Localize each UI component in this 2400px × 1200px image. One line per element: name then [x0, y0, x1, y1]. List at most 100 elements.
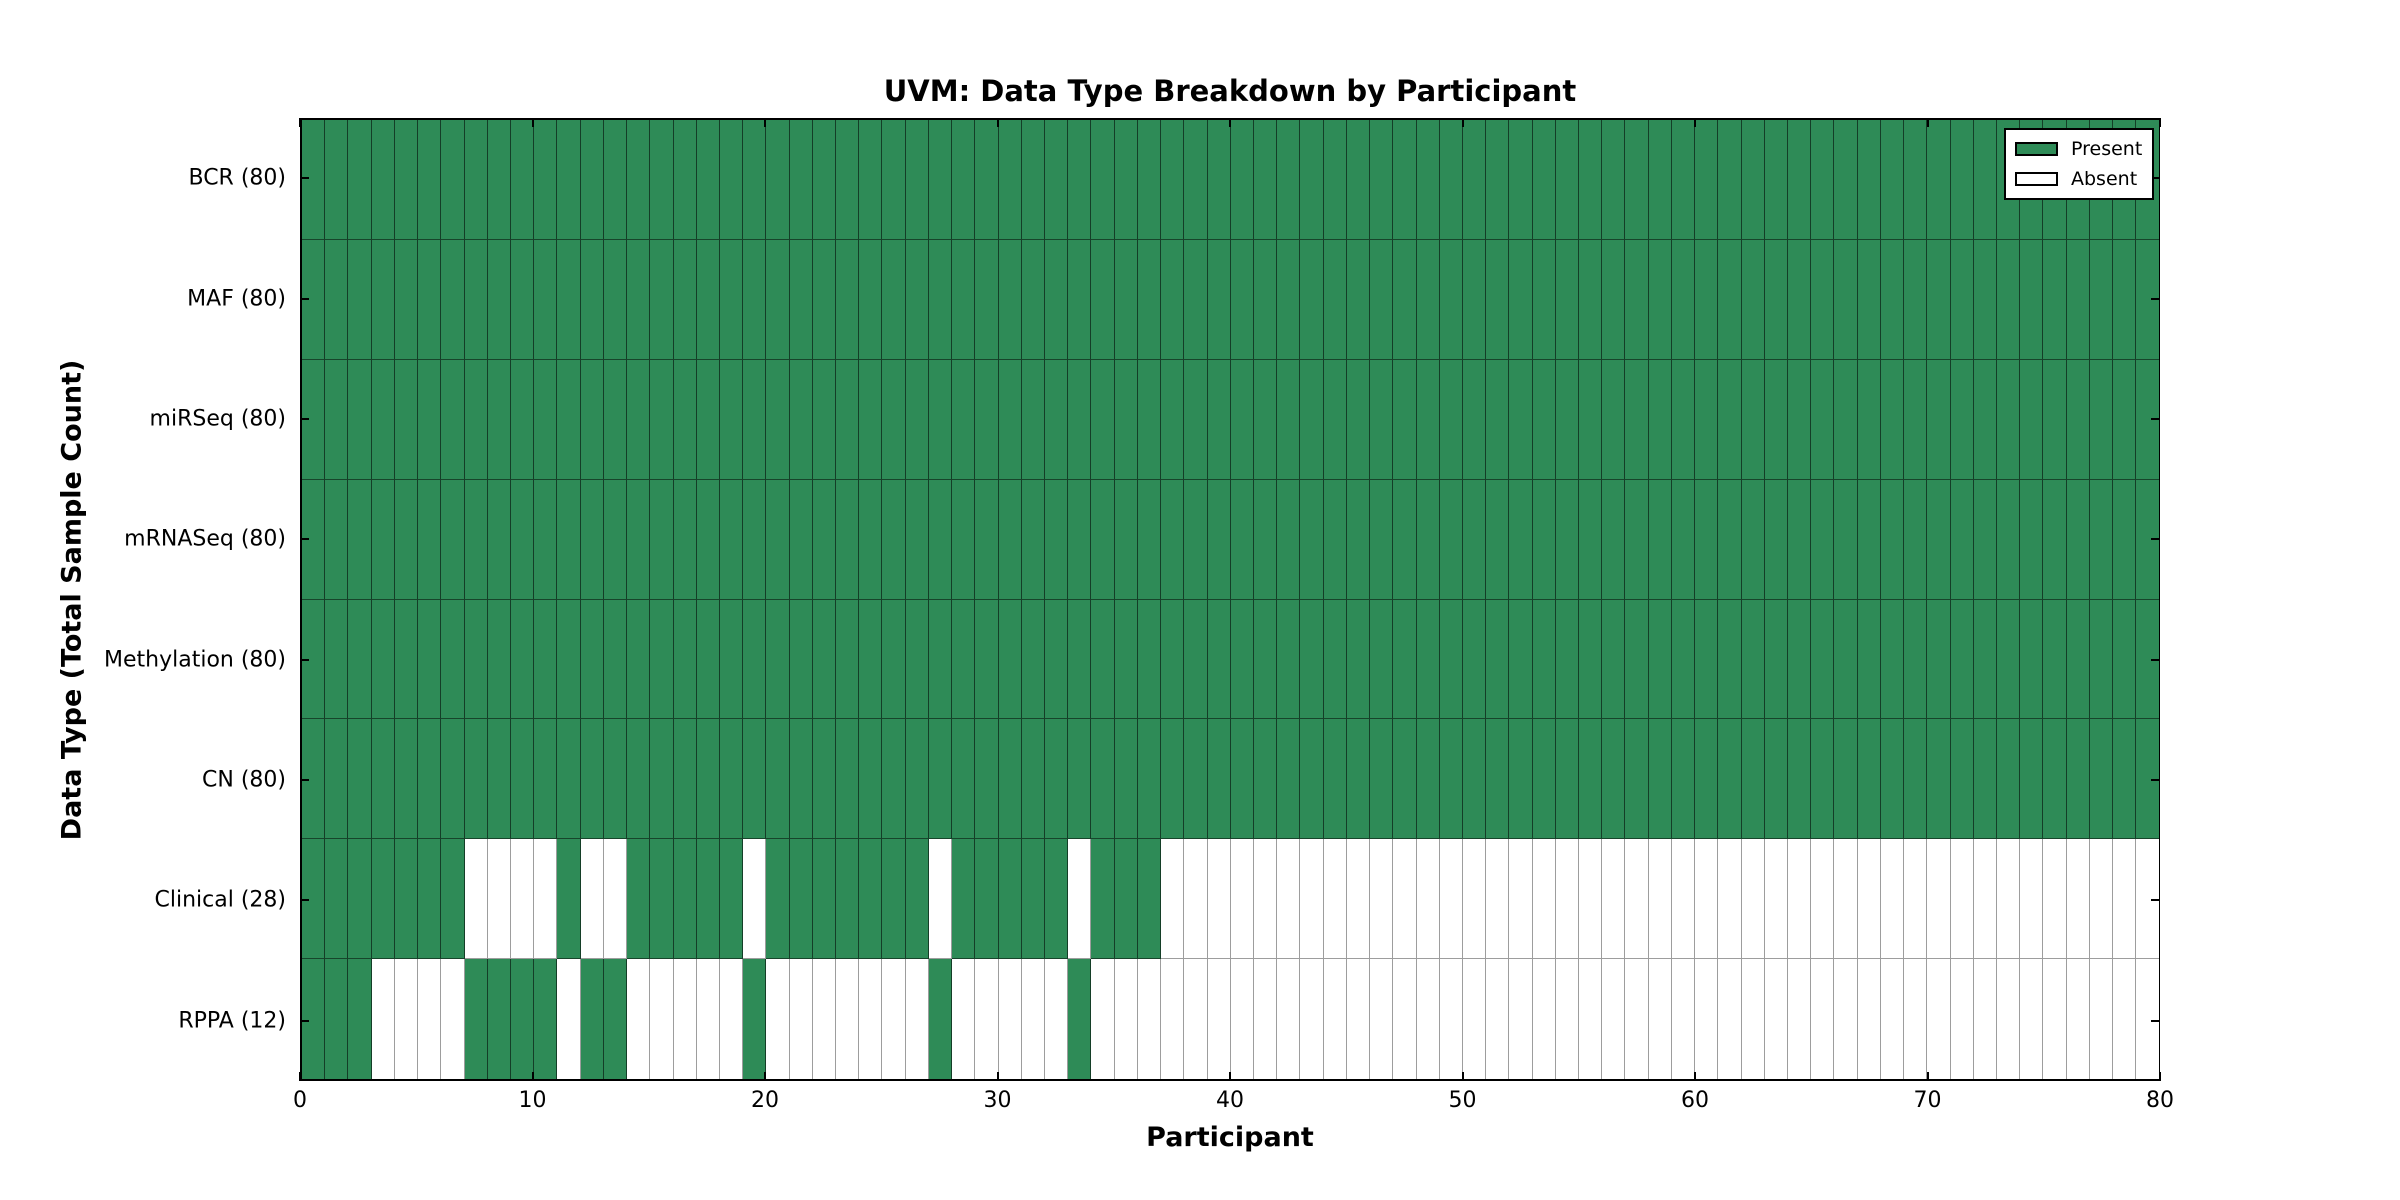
matrix-cell	[1184, 599, 1208, 720]
matrix-cell	[696, 839, 720, 960]
matrix-cell	[1648, 120, 1672, 240]
matrix-cell	[1625, 239, 1649, 360]
matrix-cell	[1253, 479, 1278, 600]
matrix-cell	[766, 599, 790, 720]
matrix-cell	[998, 599, 1022, 720]
matrix-cell	[859, 959, 883, 1079]
matrix-cell	[1416, 719, 1440, 840]
matrix-cell	[348, 599, 372, 720]
matrix-cell	[1602, 959, 1626, 1079]
matrix-cell	[1486, 479, 1510, 600]
matrix-cell	[1671, 120, 1696, 240]
matrix-cell	[441, 239, 465, 360]
matrix-cell	[1857, 839, 1881, 960]
matrix-cell	[1648, 719, 1672, 840]
matrix-cell	[348, 959, 372, 1079]
matrix-cell	[719, 239, 744, 360]
x-tick-label: 70	[1913, 1088, 1942, 1113]
matrix-cell	[1416, 959, 1440, 1079]
matrix-cell	[394, 359, 419, 480]
matrix-cell	[1671, 719, 1696, 840]
matrix-cell	[1950, 239, 1974, 360]
matrix-cell	[1857, 719, 1881, 840]
matrix-cell	[789, 479, 813, 600]
matrix-cell	[928, 359, 953, 480]
matrix-cell	[348, 120, 372, 240]
matrix-cell	[836, 719, 860, 840]
matrix-cell	[2089, 839, 2114, 960]
matrix-cell	[975, 839, 999, 960]
matrix-cell	[1602, 120, 1626, 240]
matrix-cell	[673, 359, 697, 480]
matrix-cell	[487, 239, 511, 360]
matrix-cell	[464, 120, 488, 240]
matrix-cell	[603, 359, 628, 480]
matrix-cell	[2066, 239, 2090, 360]
matrix-cell	[1323, 239, 1347, 360]
matrix-cell	[1277, 839, 1301, 960]
matrix-cell	[1648, 359, 1672, 480]
matrix-cell	[1416, 120, 1440, 240]
matrix-cell	[1857, 239, 1881, 360]
matrix-cell	[627, 120, 651, 240]
matrix-cell	[603, 239, 628, 360]
matrix-cell	[1137, 719, 1162, 840]
matrix-cell	[1068, 359, 1092, 480]
matrix-cell	[557, 959, 581, 1079]
matrix-cell	[836, 839, 860, 960]
matrix-cell	[1091, 120, 1115, 240]
matrix-cell	[1764, 599, 1788, 720]
matrix-cell	[1811, 959, 1835, 1079]
matrix-cell	[1045, 839, 1069, 960]
matrix-cell	[696, 359, 720, 480]
matrix-cell	[580, 239, 604, 360]
matrix-cell	[1950, 959, 1974, 1079]
matrix-cell	[1509, 359, 1533, 480]
matrix-cell	[789, 599, 813, 720]
matrix-cell	[1718, 599, 1742, 720]
matrix-cell	[1579, 959, 1603, 1079]
matrix-cell	[975, 120, 999, 240]
matrix-cell	[1253, 719, 1278, 840]
matrix-cell	[1346, 959, 1371, 1079]
matrix-cell	[2136, 719, 2159, 840]
matrix-cell	[2113, 239, 2137, 360]
matrix-cell	[510, 239, 535, 360]
matrix-cell	[766, 959, 790, 1079]
matrix-cell	[673, 120, 697, 240]
matrix-cell	[510, 120, 535, 240]
matrix-cell	[348, 479, 372, 600]
matrix-cell	[2066, 719, 2090, 840]
matrix-cell	[418, 599, 442, 720]
matrix-cell	[348, 839, 372, 960]
matrix-cell	[1230, 120, 1254, 240]
matrix-cell	[2113, 479, 2137, 600]
matrix-cell	[1625, 120, 1649, 240]
matrix-cell	[627, 959, 651, 1079]
matrix-cell	[998, 959, 1022, 1079]
matrix-cell	[1277, 239, 1301, 360]
matrix-cell	[836, 120, 860, 240]
x-tick-label: 80	[2146, 1088, 2174, 1113]
matrix-cell	[1184, 839, 1208, 960]
matrix-cell	[766, 479, 790, 600]
matrix-cell	[627, 359, 651, 480]
matrix-cell	[905, 839, 929, 960]
matrix-cell	[1695, 239, 1719, 360]
matrix-cell	[1648, 959, 1672, 1079]
legend-swatch-present	[2015, 142, 2058, 156]
matrix-cell	[2020, 599, 2044, 720]
matrix-cell	[882, 239, 906, 360]
matrix-cell	[1184, 959, 1208, 1079]
matrix-cell	[441, 599, 465, 720]
matrix-cell	[1253, 599, 1278, 720]
matrix-cell	[1671, 959, 1696, 1079]
matrix-cell	[1625, 839, 1649, 960]
matrix-cell	[1323, 479, 1347, 600]
matrix-cell	[928, 599, 953, 720]
matrix-cell	[1370, 479, 1394, 600]
matrix-cell	[1509, 719, 1533, 840]
matrix-cell	[371, 959, 395, 1079]
matrix-cell	[696, 239, 720, 360]
matrix-cell	[1021, 359, 1045, 480]
